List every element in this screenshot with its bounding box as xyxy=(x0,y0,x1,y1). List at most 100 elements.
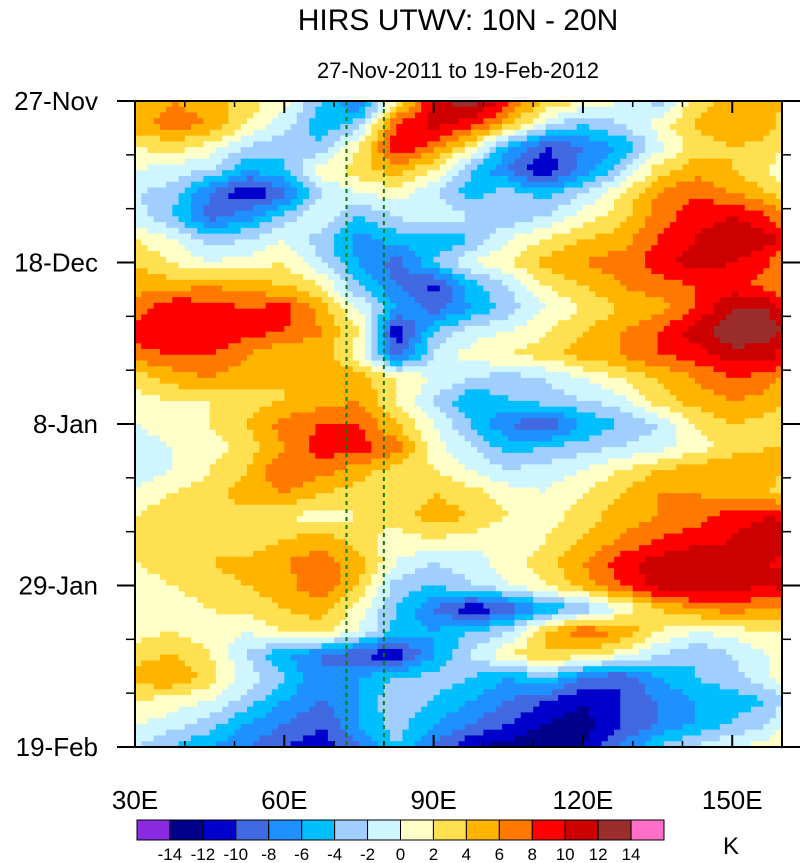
heatmap-cell xyxy=(141,245,149,252)
heatmap-cell xyxy=(676,222,684,229)
heatmap-cell xyxy=(190,222,198,229)
heatmap-cell xyxy=(701,204,708,212)
heatmap-cell xyxy=(663,216,671,223)
heatmap-cell xyxy=(533,343,540,350)
heatmap-cell xyxy=(713,210,721,217)
heatmap-cell xyxy=(371,320,379,327)
heatmap-cell xyxy=(228,262,236,269)
heatmap-cell xyxy=(358,245,366,252)
heatmap-cell xyxy=(190,141,198,148)
heatmap-cell xyxy=(147,199,155,206)
heatmap-cell xyxy=(414,170,422,177)
heatmap-cell xyxy=(240,233,248,241)
heatmap-cell xyxy=(638,343,646,350)
heatmap-cell xyxy=(284,262,292,269)
heatmap-cell xyxy=(190,297,198,304)
heatmap-cell xyxy=(265,360,273,367)
heatmap-cell xyxy=(166,158,173,166)
heatmap-cell xyxy=(539,106,547,114)
heatmap-cell xyxy=(769,274,777,281)
heatmap-cell xyxy=(141,366,149,373)
heatmap-cell xyxy=(172,314,180,321)
heatmap-cell xyxy=(620,372,628,379)
heatmap-cell xyxy=(371,245,379,252)
heatmap-cell xyxy=(215,106,223,114)
heatmap-cell xyxy=(632,325,640,333)
heatmap-cell xyxy=(321,210,329,217)
heatmap-cell xyxy=(564,331,572,339)
heatmap-cell xyxy=(707,147,715,154)
heatmap-cell xyxy=(483,124,491,131)
heatmap-cell xyxy=(166,297,173,304)
heatmap-cell xyxy=(365,354,372,362)
heatmap-cell xyxy=(682,175,690,183)
heatmap-cell xyxy=(284,210,292,217)
heatmap-cell xyxy=(620,250,628,258)
heatmap-cell xyxy=(520,158,528,166)
heatmap-cell xyxy=(371,101,379,108)
heatmap-cell xyxy=(259,233,267,241)
heatmap-cell xyxy=(147,101,155,108)
heatmap-cell xyxy=(589,129,596,137)
heatmap-cell xyxy=(545,250,553,258)
heatmap-cell xyxy=(638,152,646,160)
heatmap-cell xyxy=(676,106,684,114)
heatmap-cell xyxy=(738,239,746,246)
heatmap-cell xyxy=(327,118,335,125)
heatmap-cell xyxy=(676,170,684,177)
heatmap-cell xyxy=(638,164,646,171)
heatmap-cell xyxy=(178,314,186,321)
heatmap-cell xyxy=(396,124,404,131)
heatmap-cell xyxy=(321,193,329,200)
heatmap-cell xyxy=(352,279,360,287)
heatmap-cell xyxy=(645,181,652,189)
heatmap-cell xyxy=(371,124,379,131)
heatmap-cell xyxy=(446,297,453,304)
heatmap-cell xyxy=(701,164,708,171)
heatmap-cell xyxy=(676,101,684,108)
heatmap-cell xyxy=(769,181,777,189)
heatmap-cell xyxy=(452,262,460,269)
heatmap-cell xyxy=(769,291,777,298)
heatmap-cell xyxy=(757,129,764,137)
heatmap-cell xyxy=(209,274,217,281)
heatmap-cell xyxy=(340,285,348,292)
heatmap-cell xyxy=(321,135,329,142)
heatmap-cell xyxy=(296,152,304,160)
heatmap-cell xyxy=(489,193,497,200)
heatmap-cell xyxy=(576,227,584,235)
heatmap-cell xyxy=(234,129,242,137)
heatmap-cell xyxy=(464,227,472,235)
heatmap-cell xyxy=(433,366,441,373)
heatmap-cell xyxy=(228,216,236,223)
heatmap-cell xyxy=(172,279,180,287)
heatmap-cell xyxy=(439,343,447,350)
heatmap-cell xyxy=(626,124,634,131)
heatmap-cell xyxy=(452,193,460,200)
heatmap-cell xyxy=(439,337,447,344)
heatmap-cell xyxy=(757,187,764,194)
heatmap-cell xyxy=(757,216,764,223)
heatmap-cell xyxy=(159,279,167,287)
heatmap-cell xyxy=(750,291,758,298)
heatmap-cell xyxy=(539,320,547,327)
heatmap-cell xyxy=(271,297,279,304)
heatmap-cell xyxy=(172,175,180,183)
heatmap-cell xyxy=(340,308,348,316)
heatmap-cell xyxy=(396,349,404,356)
heatmap-cell xyxy=(271,291,279,298)
heatmap-cell xyxy=(614,170,621,177)
heatmap-cell xyxy=(701,118,708,125)
heatmap-cell xyxy=(446,152,453,160)
heatmap-cell xyxy=(340,112,348,119)
heatmap-cell xyxy=(607,158,615,166)
heatmap-cell xyxy=(253,291,261,298)
heatmap-cell xyxy=(439,302,447,310)
heatmap-cell xyxy=(327,268,335,275)
heatmap-cell xyxy=(271,129,279,137)
heatmap-cell xyxy=(551,199,559,206)
heatmap-cell xyxy=(433,343,441,350)
heatmap-cell xyxy=(626,187,634,194)
heatmap-cell xyxy=(638,210,646,217)
heatmap-cell xyxy=(222,187,229,194)
